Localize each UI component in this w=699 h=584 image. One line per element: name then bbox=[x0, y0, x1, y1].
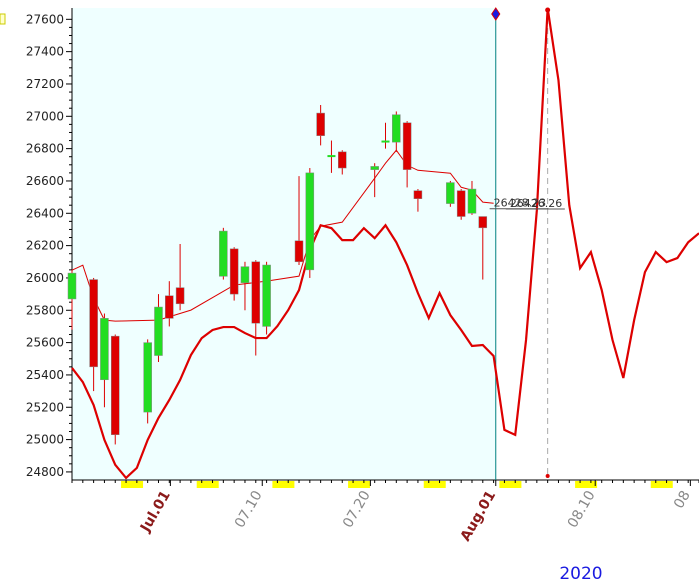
y-tick-label: 24800 bbox=[26, 465, 64, 479]
candle-body bbox=[316, 112, 325, 136]
future-dot bbox=[545, 474, 550, 478]
candle-body bbox=[229, 248, 239, 295]
candle-body bbox=[467, 188, 477, 214]
line bbox=[71, 8, 699, 480]
candle-body bbox=[456, 190, 466, 217]
candle-body bbox=[478, 216, 488, 229]
candle-body bbox=[262, 264, 271, 327]
x-tick-label: Aug.01 bbox=[458, 488, 500, 544]
history-area bbox=[72, 8, 496, 480]
y-tick-label: 25800 bbox=[26, 303, 64, 317]
candle-body bbox=[338, 151, 347, 169]
candle-body bbox=[100, 318, 109, 381]
candle-body bbox=[110, 335, 120, 435]
weekend-marker bbox=[423, 481, 446, 488]
x-tick-label: 08 bbox=[671, 488, 694, 511]
candle-body bbox=[89, 279, 98, 368]
y-tick-label: 25600 bbox=[26, 336, 64, 350]
weekend-marker bbox=[121, 481, 144, 488]
candle-body bbox=[240, 266, 250, 284]
x-tick-label: 07.20 bbox=[340, 488, 374, 531]
candle-body bbox=[402, 122, 412, 170]
annotation: 26428.23 bbox=[494, 197, 547, 210]
corner-marker bbox=[0, 13, 6, 25]
candle-body bbox=[294, 240, 304, 263]
year-label: 2020 bbox=[559, 564, 602, 584]
candle-body bbox=[392, 114, 401, 143]
candle-body bbox=[381, 140, 390, 143]
candle-body bbox=[305, 172, 315, 271]
y-tick-label: 27600 bbox=[26, 12, 64, 26]
y-tick-label: 27200 bbox=[26, 77, 64, 91]
current-marker bbox=[491, 7, 501, 21]
y-tick-label: 25200 bbox=[26, 400, 64, 414]
x-tick-label: Jul.01 bbox=[137, 488, 174, 536]
candle-body bbox=[446, 182, 455, 204]
y-tick-label: 26200 bbox=[26, 239, 64, 253]
candle-body bbox=[219, 230, 228, 277]
candle-body bbox=[251, 261, 261, 324]
y-tick-label: 26000 bbox=[26, 271, 64, 285]
candle-body bbox=[143, 342, 152, 413]
y-tick-label: 25000 bbox=[26, 433, 64, 447]
weekend-marker bbox=[499, 481, 522, 488]
y-tick-label: 25400 bbox=[26, 368, 64, 382]
y-tick-label: 26400 bbox=[26, 206, 64, 220]
y-tick-label: 26800 bbox=[26, 142, 64, 156]
candle-body bbox=[370, 166, 379, 170]
annotation: 26426.26 bbox=[510, 197, 563, 210]
candle-body bbox=[165, 295, 174, 319]
candle-body bbox=[154, 306, 163, 356]
weekend-marker bbox=[575, 481, 598, 488]
y-tick-label: 26600 bbox=[26, 174, 64, 188]
y-tick-label: 27000 bbox=[26, 109, 64, 123]
x-tick-label: 07.10 bbox=[232, 488, 266, 531]
y-tick-label: 27400 bbox=[26, 45, 64, 59]
weekend-marker bbox=[272, 481, 295, 488]
candle-body bbox=[175, 287, 185, 305]
candle-body bbox=[413, 190, 423, 199]
weekend-marker bbox=[650, 481, 673, 488]
weekend-marker bbox=[196, 481, 219, 488]
weekend-marker bbox=[348, 481, 371, 488]
x-tick-label: 08.10 bbox=[565, 488, 599, 531]
candle-body bbox=[67, 272, 77, 300]
candle-body bbox=[327, 155, 336, 158]
